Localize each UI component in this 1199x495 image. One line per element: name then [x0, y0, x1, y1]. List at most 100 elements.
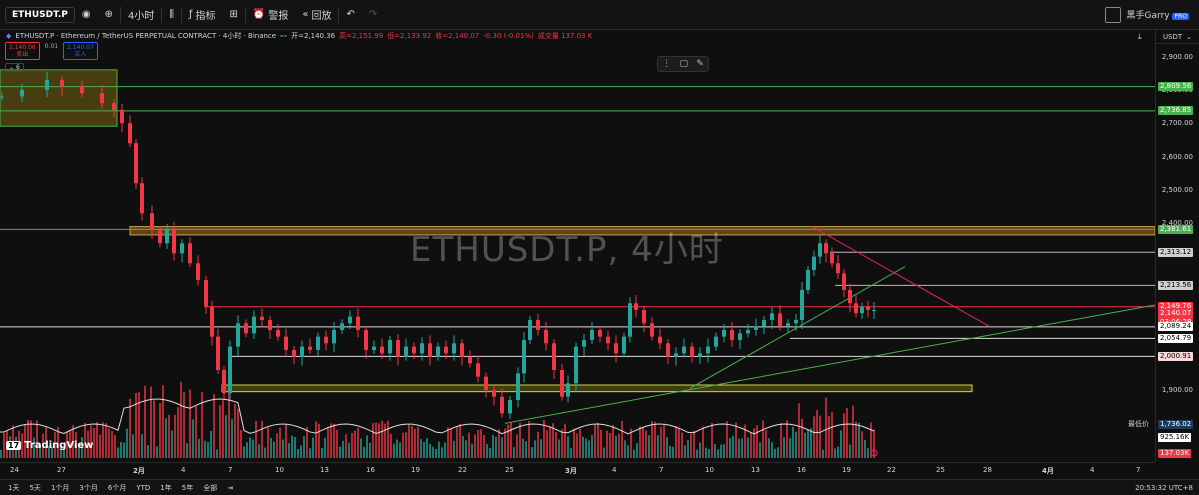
volume-bar — [513, 447, 515, 458]
candle — [574, 346, 578, 384]
price-tick-label: 2,600.00 — [1161, 152, 1193, 161]
candle — [100, 93, 104, 104]
volume-bar — [372, 423, 374, 458]
volume-bar — [336, 429, 338, 458]
candle — [812, 256, 816, 270]
compare-icon[interactable]: ◉ — [81, 9, 91, 20]
volume-bar — [222, 400, 224, 458]
price-tick-label: 2,400.00 — [1161, 219, 1193, 228]
range-5y[interactable]: 5年 — [181, 483, 194, 492]
avatar[interactable] — [1104, 6, 1121, 23]
volume-bar — [579, 429, 581, 458]
price-axis[interactable]: ⤓ USDT⌄ 2,900.002,800.002,700.002,600.00… — [1128, 30, 1199, 462]
volume-bar — [672, 446, 674, 458]
download-icon[interactable]: ⤓ — [1138, 31, 1142, 41]
candle — [824, 243, 828, 254]
volume-bar — [426, 438, 428, 458]
brush-icon[interactable]: ✎ — [696, 59, 704, 69]
volume-bar — [534, 440, 536, 458]
candle — [614, 343, 618, 354]
undo-icon[interactable]: ↶ — [346, 9, 355, 20]
spread-value: 0.01 — [44, 43, 59, 50]
volume-bar — [237, 408, 239, 458]
volume-bar — [141, 434, 143, 458]
volume-bar — [678, 428, 680, 458]
rectangle-icon[interactable]: ▢ — [679, 59, 688, 69]
volume-bar — [279, 427, 281, 458]
collapse-indicators-button[interactable]: ⌄ 6 — [5, 63, 24, 72]
eye-icon[interactable]: ⊷ — [280, 32, 288, 40]
candle — [284, 336, 288, 350]
volume-bar — [822, 449, 824, 458]
volume-bar — [216, 449, 218, 458]
range-5d[interactable]: 5天 — [29, 483, 41, 492]
volume-bar — [417, 427, 419, 458]
range-1d[interactable]: 1天 — [8, 483, 20, 492]
volume-bar — [684, 445, 686, 458]
candle — [770, 313, 774, 320]
symbol-description[interactable]: ETHUSDT.P · Ethereum / TetherUS PERPETUA… — [15, 32, 277, 40]
add-symbol-icon[interactable]: ⊕ — [104, 9, 113, 20]
candle — [428, 343, 432, 357]
volume-bar — [528, 421, 530, 458]
volume-bar — [180, 381, 182, 458]
price-chart[interactable] — [0, 30, 1156, 462]
symbol-button[interactable]: ETHUSDT.P — [5, 6, 75, 23]
volume-bar — [807, 430, 809, 458]
user-name[interactable]: 黑手Garry PRO — [1127, 8, 1189, 21]
candle — [778, 313, 782, 327]
volume-bar — [696, 449, 698, 458]
range-all[interactable]: 全部 — [203, 483, 218, 492]
candle — [452, 343, 456, 354]
time-tick-label: 28 — [983, 466, 992, 474]
time-tick-label: 16 — [797, 466, 806, 474]
candle — [210, 306, 214, 337]
buy-button[interactable]: 2,140.07 买入 — [63, 42, 98, 60]
templates-icon[interactable]: ⊞ — [229, 9, 238, 20]
date-range-icon[interactable]: ⇥ — [227, 483, 234, 492]
drag-handle-icon[interactable]: ⋮ — [662, 59, 672, 69]
volume-bar — [705, 447, 707, 458]
alert-button[interactable]: ⏰ 警报 — [246, 0, 295, 30]
range-1y[interactable]: 1年 — [160, 483, 172, 492]
volume-bar — [720, 444, 722, 458]
volume-bar — [729, 438, 731, 458]
interval-button[interactable]: 4小时 — [128, 11, 155, 22]
tv-logo-icon: 17 — [6, 441, 22, 450]
volume-bar — [537, 431, 539, 458]
candle — [528, 319, 532, 340]
sell-button[interactable]: 2,140.06 卖出 — [5, 42, 40, 60]
candle — [260, 316, 264, 320]
support-zone — [221, 384, 973, 393]
range-6m[interactable]: 6个月 — [107, 483, 127, 492]
volume-bar — [456, 427, 458, 458]
candle — [682, 346, 686, 354]
volume-bar — [633, 449, 635, 458]
indicators-button[interactable]: ƒ 指标 — [182, 0, 223, 30]
range-1m[interactable]: 1个月 — [50, 483, 70, 492]
volume-bar — [153, 400, 155, 458]
chart-type-icon[interactable]: ⫼ — [169, 9, 174, 20]
candle — [276, 329, 280, 337]
redo-icon[interactable]: ↷ — [368, 9, 378, 20]
candle — [252, 316, 256, 334]
time-axis[interactable]: 24 27 2月 4 7 10 13 16 19 22 25 3月 4 7 10 13 16 19 22 25 28 4月… — [0, 462, 1155, 478]
volume-bar — [630, 428, 632, 458]
range-3m[interactable]: 3个月 — [79, 483, 98, 492]
volume-bar — [501, 437, 503, 458]
range-ytd[interactable]: YTD — [136, 483, 151, 492]
drawing-toolbar: ⋮ ▢ ✎ — [657, 56, 709, 72]
candle — [690, 346, 694, 357]
volume-bar — [402, 432, 404, 458]
supply-zone — [0, 69, 118, 127]
replay-button[interactable]: «回放 — [295, 0, 338, 30]
volume-bar — [396, 439, 398, 458]
volume-bar — [105, 423, 107, 458]
candle — [150, 213, 154, 230]
currency-selector[interactable]: ⤓ USDT ⌄ — [1138, 30, 1199, 44]
indicators-label: 指标 — [195, 11, 216, 22]
volume-bar — [714, 444, 716, 458]
volume-bar — [570, 448, 572, 458]
volume-bar — [753, 428, 755, 458]
volume-bar — [171, 430, 173, 458]
